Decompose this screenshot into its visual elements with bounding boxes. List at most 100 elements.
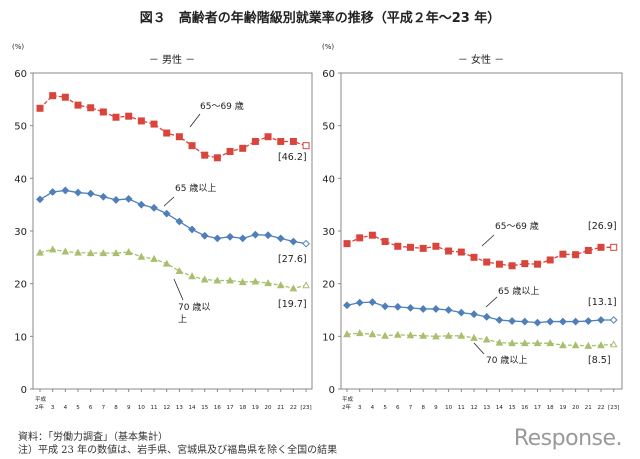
series-line: [346, 301, 614, 324]
x-tick-label: 3: [358, 405, 362, 411]
data-point: [124, 248, 133, 256]
data-point: [213, 154, 221, 162]
data-point: [381, 302, 390, 311]
data-point: [112, 249, 120, 257]
y-tick-label: 50: [322, 122, 335, 133]
data-point: [74, 188, 82, 197]
data-point: [381, 238, 389, 246]
x-tick-label: 5: [383, 405, 387, 411]
data-point: [61, 186, 70, 195]
data-point: [482, 335, 491, 343]
data-point: [444, 306, 453, 314]
x-tick-label: 5: [76, 405, 80, 411]
data-point: [406, 331, 415, 339]
data-point: [558, 317, 567, 326]
end-value-label: [13.1]: [588, 297, 617, 308]
data-point: [276, 234, 285, 243]
data-point: [188, 272, 196, 280]
data-point: [36, 248, 44, 256]
y-tick-label: 60: [14, 69, 27, 80]
data-point: [533, 318, 542, 327]
data-point: [394, 242, 402, 250]
series-line: [39, 248, 307, 290]
data-point: [74, 248, 82, 256]
data-point: [559, 341, 567, 349]
data-point: [355, 329, 364, 337]
x-tick-label: 9: [434, 405, 438, 411]
data-point: [277, 137, 285, 145]
data-point: [445, 247, 453, 255]
data-point: [200, 231, 209, 240]
panel-title-female: － 女性 －: [458, 53, 504, 66]
data-point: [610, 243, 618, 251]
annotation-arrow: [189, 113, 201, 128]
data-point: [343, 330, 351, 338]
y-tick-label: 0: [329, 385, 335, 396]
y-tick-label: 30: [14, 227, 27, 238]
y-tick-label: 10: [322, 332, 335, 343]
data-point: [609, 340, 618, 348]
data-point: [112, 113, 120, 121]
data-point: [609, 316, 618, 324]
series-line: [39, 94, 307, 159]
data-point: [432, 242, 440, 250]
data-point: [572, 251, 580, 259]
data-point: [597, 316, 605, 324]
data-point: [457, 248, 465, 256]
series-line: [39, 189, 307, 245]
data-point: [495, 316, 504, 324]
x-tick-label: 6: [396, 405, 400, 411]
data-point: [124, 194, 133, 203]
end-value-label: [8.5]: [588, 355, 611, 366]
data-point: [584, 317, 593, 325]
x-tick-label: 15: [201, 405, 208, 411]
data-point: [302, 142, 310, 150]
y-tick-label: 0: [21, 385, 27, 396]
data-point: [597, 243, 605, 251]
data-point: [162, 259, 171, 267]
x-tick-label: 10: [445, 405, 452, 411]
data-point: [520, 339, 529, 347]
data-point: [368, 330, 377, 338]
x-tick-label: 9: [127, 405, 131, 411]
annotation-female-65-69: 65〜69 歳: [495, 220, 539, 232]
data-point: [99, 108, 107, 116]
data-point: [36, 195, 44, 204]
data-point: [508, 339, 516, 347]
data-point: [86, 189, 95, 198]
x-tick-label: 8: [421, 405, 425, 411]
x-tick-label: 12: [163, 405, 170, 411]
data-point: [48, 245, 57, 253]
data-point: [495, 338, 504, 346]
plot-frame: [32, 72, 313, 390]
data-point: [201, 151, 209, 159]
y-unit-left: (%): [12, 43, 24, 51]
data-point: [431, 305, 440, 313]
x-tick-label: 22: [290, 405, 297, 411]
series-line: [346, 332, 614, 347]
data-point: [546, 317, 555, 326]
x-tick-label: 7: [409, 405, 413, 411]
data-point: [150, 203, 158, 212]
data-point: [163, 129, 171, 137]
data-point: [200, 275, 209, 283]
data-point: [571, 341, 580, 349]
x-tick-label: 15: [509, 405, 516, 411]
x-tick-label: 8: [114, 405, 118, 411]
data-point: [239, 144, 247, 152]
y-tick-label: 50: [14, 122, 27, 133]
x-tick-label: 19: [559, 405, 566, 411]
x-tick-label: 2年: [342, 403, 351, 411]
data-point: [99, 192, 108, 201]
annotation-male-70plus: 70 歳以: [178, 301, 210, 313]
data-point: [150, 254, 158, 262]
data-point: [470, 310, 478, 319]
x-tick-label: 13: [176, 405, 183, 411]
data-point: [251, 230, 260, 239]
data-point: [444, 331, 453, 339]
end-value-label: [26.9]: [588, 221, 617, 232]
x-tick-label: 4: [371, 405, 375, 411]
data-point: [546, 339, 555, 347]
data-point: [175, 266, 184, 275]
x-tick-label: 7: [102, 405, 106, 411]
